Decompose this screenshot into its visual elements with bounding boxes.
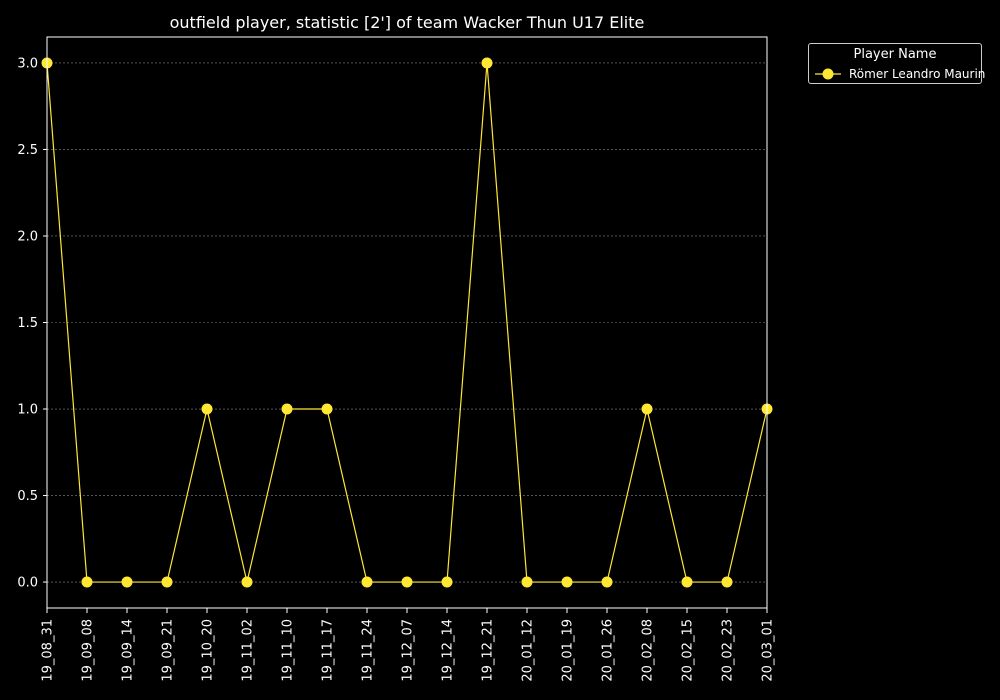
y-tick-label: 0.5 <box>17 489 38 504</box>
x-tick-label: 19_08_31 <box>41 619 56 682</box>
data-point <box>281 403 293 415</box>
x-tick-label: 19_12_14 <box>441 619 456 682</box>
y-axis: 0.0 0.5 1.0 1.5 2.0 2.5 3.0 <box>17 56 47 591</box>
data-point <box>521 576 533 588</box>
data-point <box>481 57 493 69</box>
data-point <box>681 576 693 588</box>
data-point <box>241 576 253 588</box>
y-tick-label: 2.5 <box>17 143 38 158</box>
legend-entry: Römer Leandro Maurin <box>813 66 985 82</box>
data-point <box>561 576 573 588</box>
data-point <box>361 576 373 588</box>
x-tick-label: 19_11_24 <box>361 619 376 682</box>
y-tick-label: 1.5 <box>17 316 38 331</box>
y-tick-label: 1.0 <box>17 403 38 418</box>
data-point <box>201 403 213 415</box>
series <box>41 57 773 588</box>
x-tick-label: 20_02_08 <box>641 619 656 682</box>
x-tick-label: 19_10_20 <box>201 619 216 682</box>
legend-title: Player Name <box>853 47 937 62</box>
x-tick-label: 19_09_21 <box>161 619 176 682</box>
data-point <box>121 576 133 588</box>
data-point <box>321 403 333 415</box>
grid <box>47 62 767 583</box>
x-tick-label: 20_01_19 <box>561 619 576 682</box>
legend: Player Name Römer Leandro Maurin <box>808 43 985 84</box>
data-point <box>721 576 733 588</box>
y-tick-label: 3.0 <box>17 56 38 71</box>
legend-series-label: Römer Leandro Maurin <box>849 67 986 81</box>
plot-area-frame <box>46 36 768 609</box>
data-point <box>161 576 173 588</box>
x-tick-label: 19_09_14 <box>121 619 136 682</box>
x-tick-label: 19_09_08 <box>81 619 96 682</box>
x-tick-label: 19_11_17 <box>321 619 336 682</box>
x-tick-label: 20_02_15 <box>681 619 696 682</box>
data-point <box>81 576 93 588</box>
data-point <box>601 576 613 588</box>
data-point <box>441 576 453 588</box>
x-tick-label: 19_12_21 <box>481 619 496 682</box>
data-point <box>401 576 413 588</box>
x-tick-label: 20_03_01 <box>761 619 776 682</box>
x-axis: 19_08_31 19_09_08 19_09_14 19_09_21 19_10_20… <box>41 608 776 682</box>
x-tick-label: 20_01_12 <box>521 619 536 682</box>
x-tick-label: 19_12_07 <box>401 619 416 682</box>
x-tick-label: 20_01_26 <box>601 619 616 682</box>
chart-title: outfield player, statistic [2'] of team … <box>170 13 645 32</box>
x-tick-label: 19_11_02 <box>241 619 256 682</box>
y-tick-label: 2.0 <box>17 229 38 244</box>
y-tick-label: 0.0 <box>17 576 38 591</box>
x-tick-label: 20_02_23 <box>721 619 736 682</box>
data-point <box>641 403 653 415</box>
x-tick-label: 19_11_10 <box>281 619 296 682</box>
legend-marker-icon <box>815 68 841 80</box>
